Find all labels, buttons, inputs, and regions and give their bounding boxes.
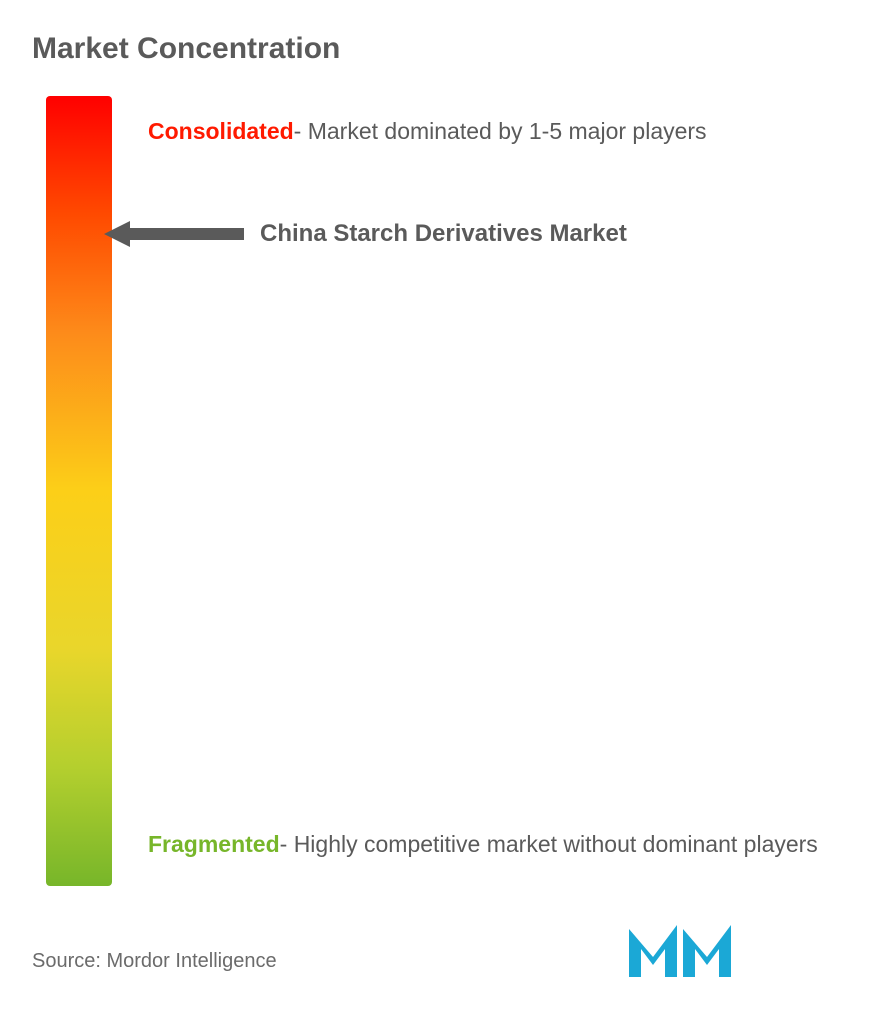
consolidated-description: Consolidated- Market dominated by 1-5 ma… [148,104,843,159]
arrow-left-icon [104,220,244,248]
spectrum-bar [46,96,112,886]
fragmented-label: Fragmented [148,831,280,857]
chart-title: Market Concentration [32,32,853,66]
fragmented-text: - Highly competitive market without domi… [280,831,818,857]
pointer-label: China Starch Derivatives Market [260,220,627,248]
pointer-row: China Starch Derivatives Market [104,220,627,248]
chart-body: Consolidated- Market dominated by 1-5 ma… [32,96,853,886]
consolidated-label: Consolidated [148,118,294,144]
brand-logo-icon [625,913,735,985]
source-attribution: Source: Mordor Intelligence [32,950,277,973]
text-column: Consolidated- Market dominated by 1-5 ma… [112,96,853,886]
consolidated-text: - Market dominated by 1-5 major players [294,118,707,144]
fragmented-description: Fragmented- Highly competitive market wi… [148,817,843,872]
